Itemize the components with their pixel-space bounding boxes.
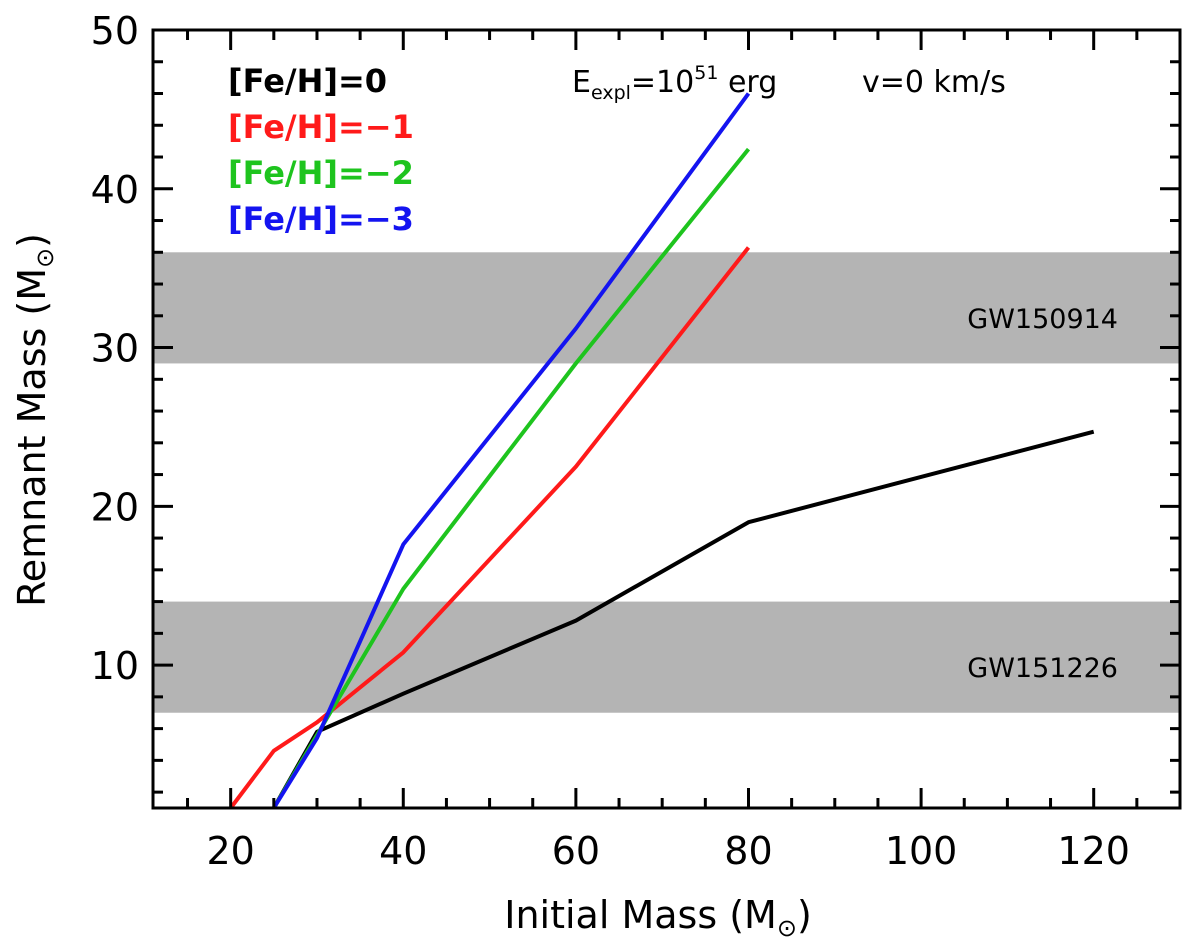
legend-entry-0: [Fe/H]=0 <box>228 62 387 100</box>
legend-entry-1: [Fe/H]=−1 <box>228 108 414 146</box>
band-GW150914 <box>153 252 1180 364</box>
y-tick-label-40: 40 <box>91 168 139 212</box>
y-tick-label-20: 20 <box>91 485 139 529</box>
x-tick-label-60: 60 <box>552 829 600 873</box>
series-line-3 <box>272 92 751 810</box>
x-axis-title: Initial Mass (M⊙) <box>504 893 812 942</box>
x-tick-label-80: 80 <box>724 829 772 873</box>
plot-frame <box>151 28 1182 810</box>
series-line-1 <box>229 246 751 810</box>
band-label-GW151226: GW151226 <box>967 653 1118 684</box>
legend-entry-3: [Fe/H]=−3 <box>228 200 414 238</box>
velocity-annotation: v=0 km/s <box>862 65 1006 100</box>
band-GW151226 <box>153 601 1180 713</box>
band-label-GW150914: GW150914 <box>967 304 1118 335</box>
x-tick-label-40: 40 <box>379 829 427 873</box>
y-tick-label-10: 10 <box>91 644 139 688</box>
legend-entry-2: [Fe/H]=−2 <box>228 154 414 192</box>
legend: [Fe/H]=0 [Fe/H]=−1 [Fe/H]=−2 [Fe/H]=−3 <box>228 62 414 238</box>
gw-bands: GW150914 GW151226 <box>153 252 1180 713</box>
x-tick-label-100: 100 <box>885 829 958 873</box>
axis-ticks <box>153 28 1182 808</box>
series-lines <box>229 92 1095 810</box>
y-tick-label-30: 30 <box>91 327 139 371</box>
y-tick-label-50: 50 <box>91 9 139 53</box>
axis-tick-labels: 20 40 60 80 100 120 10 20 30 40 50 <box>91 9 1130 873</box>
x-tick-label-20: 20 <box>206 829 254 873</box>
y-axis-title: Remnant Mass (M⊙) <box>10 233 59 607</box>
x-tick-label-120: 120 <box>1057 829 1130 873</box>
explosion-energy-annotation: Eexpl=1051 erg <box>572 62 777 104</box>
